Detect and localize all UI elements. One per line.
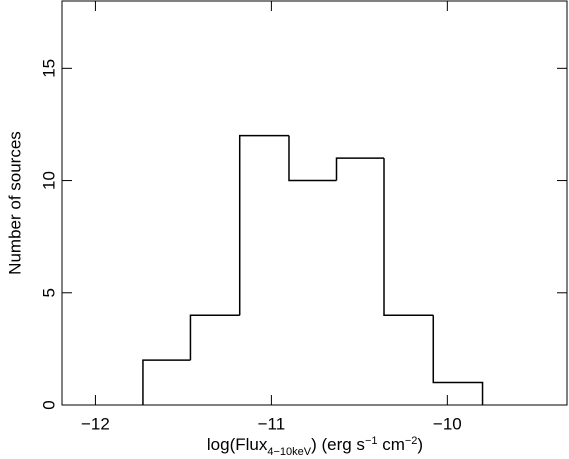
x-tick-label: −10: [433, 414, 462, 433]
histogram-bin: [383, 158, 434, 316]
x-label-sup: −2: [405, 435, 418, 447]
x-tick-label: −12: [81, 414, 110, 433]
x-label-part: cm: [377, 435, 404, 454]
x-label-part: ): [417, 435, 423, 454]
plot-frame: [61, 0, 568, 406]
x-label-part: ) (erg s: [311, 435, 365, 454]
y-tick-label: 0: [39, 400, 58, 409]
y-axis-label: Number of sources: [5, 131, 24, 275]
x-axis-label: log(Flux4−10keV) (erg s−1 cm−2): [207, 435, 423, 458]
histogram-bin: [432, 315, 484, 405]
histogram-bin: [335, 157, 385, 181]
histogram-bin: [142, 359, 191, 405]
histogram-bin: [189, 314, 240, 361]
x-label-sub: 4−10keV: [267, 446, 311, 458]
y-tick-label: 5: [39, 288, 58, 297]
x-label-sup: −1: [365, 435, 378, 447]
y-tick-label: 15: [39, 59, 58, 78]
x-label-part: log(Flux: [207, 435, 268, 454]
y-tick-label: 10: [39, 171, 58, 190]
histogram-bin: [288, 135, 337, 182]
histogram-bin: [238, 134, 289, 316]
x-tick-label: −11: [258, 414, 286, 433]
